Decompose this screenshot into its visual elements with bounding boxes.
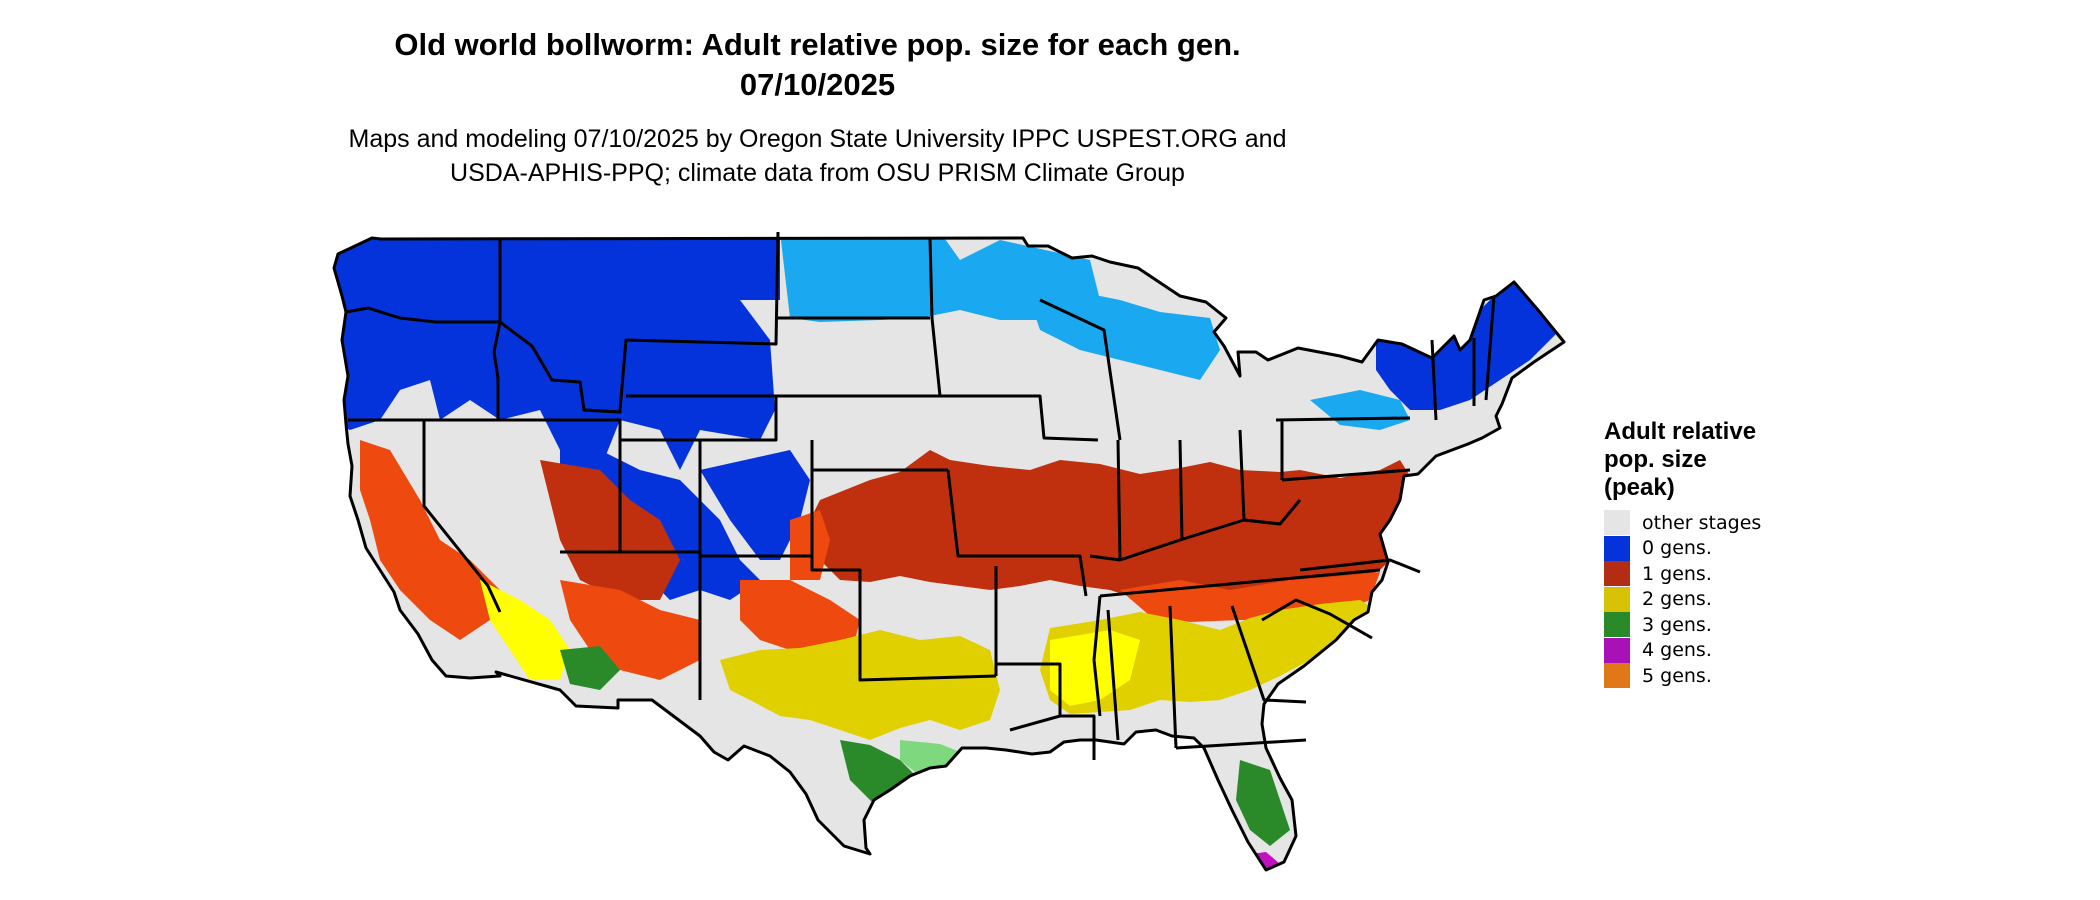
map-title: Old world bollworm: Adult relative pop. … xyxy=(394,27,1241,62)
legend-item: other stages xyxy=(1604,510,1804,536)
one-gens-arizona xyxy=(560,580,700,680)
legend-swatch xyxy=(1604,612,1630,638)
legend-label: other stages xyxy=(1642,511,1762,534)
legend-label: 1 gens. xyxy=(1642,562,1712,585)
border-va-nc xyxy=(1299,558,1421,574)
one-gens-southwest xyxy=(740,580,860,660)
us-map xyxy=(332,231,1566,872)
legend-item: 4 gens. xyxy=(1604,637,1804,664)
legend-item: 1 gens. xyxy=(1604,561,1804,587)
legend-swatch xyxy=(1604,586,1630,612)
border-ok-tx-ar xyxy=(994,566,1062,732)
legend-label: 5 gens. xyxy=(1642,664,1712,687)
legend-swatch xyxy=(1604,561,1630,587)
border-mn-ia-wi xyxy=(928,237,1122,442)
legend-title-line: Adult relative xyxy=(1604,418,1757,445)
border-new-england xyxy=(1430,295,1496,421)
zero-gens-new-england xyxy=(1376,282,1560,410)
border-ks-mo xyxy=(946,469,1088,597)
border-ky-oh-wv xyxy=(1089,499,1302,562)
two-gens-texas-band xyxy=(720,630,1000,740)
legend-item: 3 gens. xyxy=(1604,612,1804,638)
legend-item: 5 gens. xyxy=(1604,663,1804,689)
legend-title-line: (peak) xyxy=(1604,474,1675,501)
one-gens-nevada-utah xyxy=(540,460,680,600)
legend-label: 4 gens. xyxy=(1642,639,1712,662)
zero-gens-colorado xyxy=(700,450,810,560)
border-ks-ok xyxy=(810,556,997,682)
border-ca-nv xyxy=(422,420,502,613)
credits-line-2: USDA-APHIS-PPQ; climate data from OSU PR… xyxy=(450,159,1185,187)
border-co-ks xyxy=(810,440,948,556)
three-gens-florida xyxy=(1236,760,1290,846)
border-ar-la-ms xyxy=(1060,595,1102,760)
one-gens-central-band xyxy=(800,450,1420,614)
three-gens-light-texas xyxy=(900,740,960,776)
zero-gens-light-michigan xyxy=(1030,290,1220,380)
legend-item: 2 gens. xyxy=(1604,586,1804,613)
two-gens-southeast-band xyxy=(1040,600,1380,714)
legend-label: 0 gens. xyxy=(1642,537,1712,560)
legend: Adult relative pop. size (peak) other st… xyxy=(1604,418,1804,689)
legend-swatch xyxy=(1604,535,1630,561)
legend-swatch xyxy=(1604,510,1630,536)
border-mt-wy-dakotas xyxy=(583,231,780,414)
border-pa-ny xyxy=(1275,416,1411,482)
legend-label: 2 gens. xyxy=(1642,588,1712,611)
border-ne-sd-nd xyxy=(776,316,940,398)
legend-swatch xyxy=(1604,663,1630,689)
legend-item: 0 gens. xyxy=(1604,535,1804,562)
border-ms-al-ga xyxy=(1106,605,1307,749)
border-sc-ga-fl xyxy=(1175,598,1373,750)
zero-gens-light-montana xyxy=(780,238,1100,322)
three-gens-arizona-south xyxy=(560,646,620,690)
border-wa-or xyxy=(345,306,500,324)
zero-gens-northwest-region xyxy=(334,238,780,470)
border-wy-co-ne xyxy=(626,394,778,442)
one-gens-california xyxy=(360,440,500,640)
border-az-nm xyxy=(560,550,702,700)
border-nv-ut xyxy=(498,418,622,552)
map-date: 07/10/2025 xyxy=(739,67,896,102)
border-or-id xyxy=(492,321,502,420)
credits-line-1: Maps and modeling 07/10/2025 by Oregon S… xyxy=(348,125,1287,153)
border-ky-tn xyxy=(1099,568,1381,598)
legend-title: Adult relative pop. size (peak) xyxy=(1604,418,1804,502)
state-borders xyxy=(332,231,1566,872)
legend-title-line: pop. size xyxy=(1604,446,1707,473)
one-gens-kansas-bright xyxy=(790,510,830,580)
two-gens-california-desert xyxy=(480,580,570,680)
legend-swatch xyxy=(1604,637,1630,663)
legend-items: other stages 0 gens. 1 gens. 2 gens. 3 g… xyxy=(1604,510,1804,689)
legend-label: 3 gens. xyxy=(1642,613,1712,636)
